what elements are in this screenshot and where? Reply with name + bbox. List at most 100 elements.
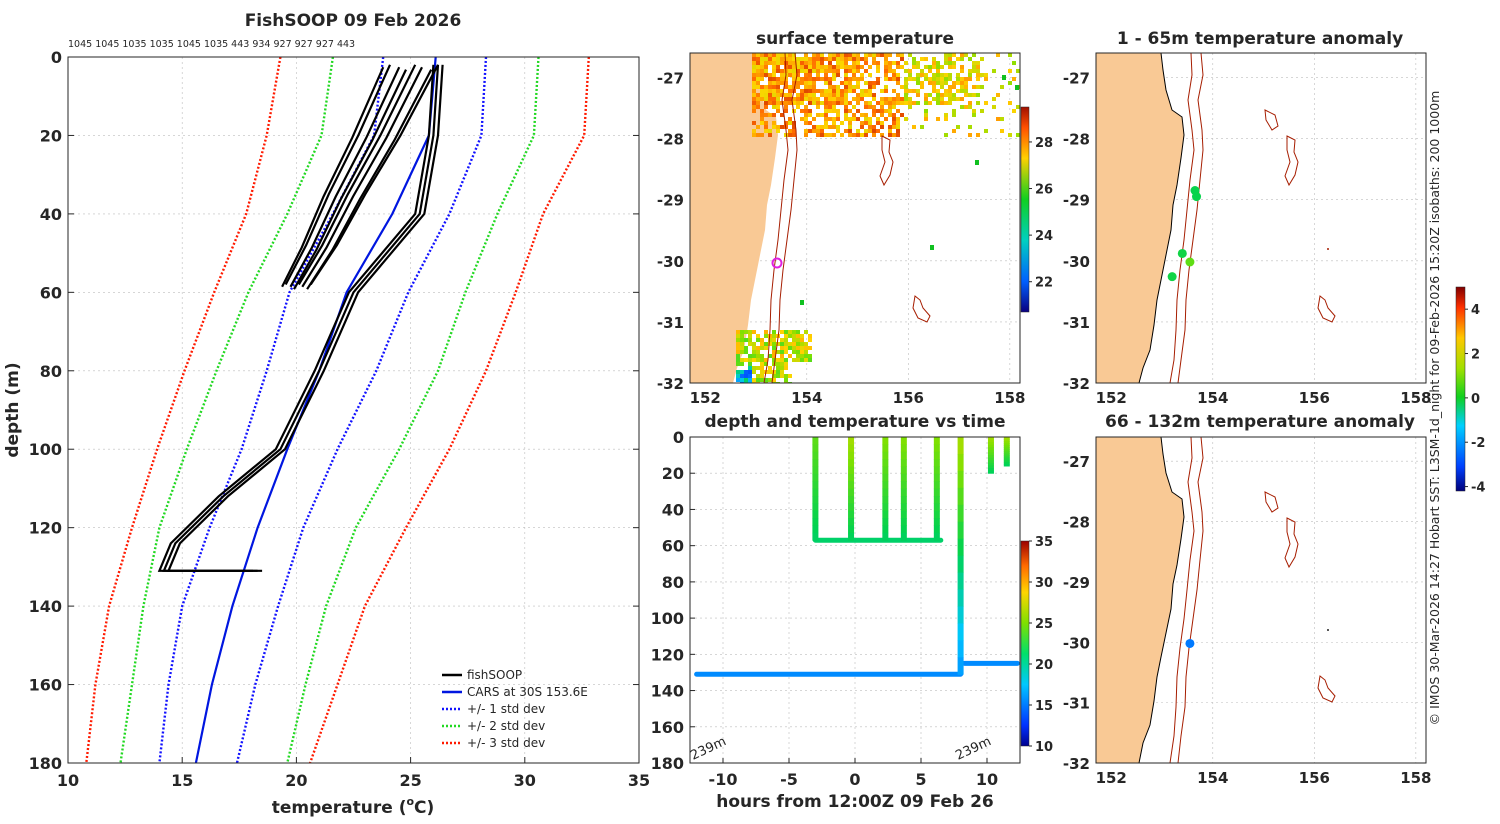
sst-pixel xyxy=(780,81,784,85)
sst-pixel xyxy=(812,97,816,101)
profile-series-line xyxy=(119,57,335,763)
sst-pixel xyxy=(852,65,856,69)
sst-pixel xyxy=(824,105,828,109)
sst-pixel xyxy=(856,101,860,105)
time-cast-bar xyxy=(957,623,964,641)
sst-pixel xyxy=(976,73,980,77)
time-cast-bar xyxy=(812,510,819,519)
isobath-dot xyxy=(1327,248,1329,250)
sst-pixel xyxy=(800,117,804,121)
sst-pixel xyxy=(780,354,784,358)
time-cast-bar xyxy=(900,473,907,482)
time-cast-bar xyxy=(933,488,940,497)
sst-pixel xyxy=(812,69,816,73)
sst-pixel xyxy=(932,65,936,69)
sst-pixel xyxy=(956,89,960,93)
sst-pixel xyxy=(760,133,764,137)
sst-pixel xyxy=(784,362,788,366)
sst-pixel xyxy=(812,81,816,85)
sst-pixel xyxy=(876,77,880,81)
sst-pixel xyxy=(975,160,979,165)
sst-pixel xyxy=(880,113,884,117)
sst-pixel xyxy=(748,362,752,366)
sst-pixel xyxy=(928,93,932,97)
sst-pixel xyxy=(768,101,772,105)
sst-pixel xyxy=(896,129,900,133)
sst-pixel xyxy=(804,61,808,65)
sst-pixel xyxy=(804,121,808,125)
time-cast-bar xyxy=(933,481,940,490)
sst-pixel xyxy=(788,73,792,77)
sst-pixel xyxy=(780,73,784,77)
sst-pixel xyxy=(912,101,916,105)
time-cast-bar xyxy=(933,444,940,453)
sst-pixel xyxy=(800,65,804,69)
sst-pixel xyxy=(932,81,936,85)
time-cast-bar xyxy=(1003,437,1010,440)
time-cast-bar xyxy=(987,470,994,474)
sst-pixel xyxy=(744,370,748,374)
sst-pixel xyxy=(824,109,828,113)
sst-pixel xyxy=(820,65,824,69)
sst-pixel xyxy=(932,57,936,61)
sst-pixel xyxy=(800,354,804,358)
sst-pixel xyxy=(804,85,808,89)
sst-pixel xyxy=(976,101,980,105)
sst-pixel xyxy=(752,378,756,382)
sst-pixel xyxy=(796,342,800,346)
sst-pixel xyxy=(760,85,764,89)
sst-pixel xyxy=(856,129,860,133)
sst-pixel xyxy=(924,77,928,81)
sst-pixel xyxy=(792,97,796,101)
sst-pixel xyxy=(884,57,888,61)
sst-pixel xyxy=(776,342,780,346)
sst-pixel xyxy=(772,121,776,125)
sst-pixel xyxy=(848,77,852,81)
sst-pixel xyxy=(796,334,800,338)
sst-pixel xyxy=(864,61,868,65)
sst-pixel xyxy=(736,362,740,366)
sst-pixel xyxy=(744,378,748,382)
sst-pixel xyxy=(812,61,816,65)
sst-pixel xyxy=(980,85,984,89)
sst-pixel xyxy=(828,97,832,101)
sst-pixel xyxy=(756,69,760,73)
sst-pixel xyxy=(776,101,780,105)
sst-pixel xyxy=(976,69,980,73)
sst-pixel xyxy=(820,69,824,73)
sst-pixel xyxy=(828,133,832,137)
sst-pixel xyxy=(996,93,1000,97)
sst-pixel xyxy=(932,97,936,101)
sst-pixel xyxy=(840,93,844,97)
sst-pixel xyxy=(904,97,908,101)
sst-pixel xyxy=(808,73,812,77)
sst-pixel xyxy=(840,61,844,65)
sst-pixel xyxy=(752,346,756,350)
sst-pixel xyxy=(772,378,776,382)
sst-pixel xyxy=(888,133,892,137)
sst-pixel xyxy=(780,342,784,346)
sst-pixel xyxy=(840,97,844,101)
sst-pixel xyxy=(740,350,744,354)
sst-pixel xyxy=(796,354,800,358)
profile-ytick-label: 0 xyxy=(51,48,62,67)
time-cast-bar xyxy=(882,481,889,490)
sst-pixel xyxy=(764,346,768,350)
sst-pixel xyxy=(852,73,856,77)
sst-pixel xyxy=(772,57,776,61)
sst-pixel xyxy=(792,125,796,129)
deep-anomaly-ytick-label: -30 xyxy=(1063,634,1090,652)
sst-pixel xyxy=(792,69,796,73)
sst-pixel xyxy=(792,61,796,65)
time-cast-bar xyxy=(1003,441,1010,444)
sst-pixel xyxy=(864,81,868,85)
time-cast-bar xyxy=(812,532,819,541)
surface-colorbar-ticks: 22 24 26 28 xyxy=(1029,136,1053,291)
sst-pixel xyxy=(752,342,756,346)
sst-pixel xyxy=(984,129,988,133)
sst-pixel xyxy=(848,57,852,61)
time-cast-bar xyxy=(900,459,907,467)
anomaly-point xyxy=(1185,257,1195,267)
sst-pixel xyxy=(836,57,840,61)
sst-pixel xyxy=(804,109,808,113)
